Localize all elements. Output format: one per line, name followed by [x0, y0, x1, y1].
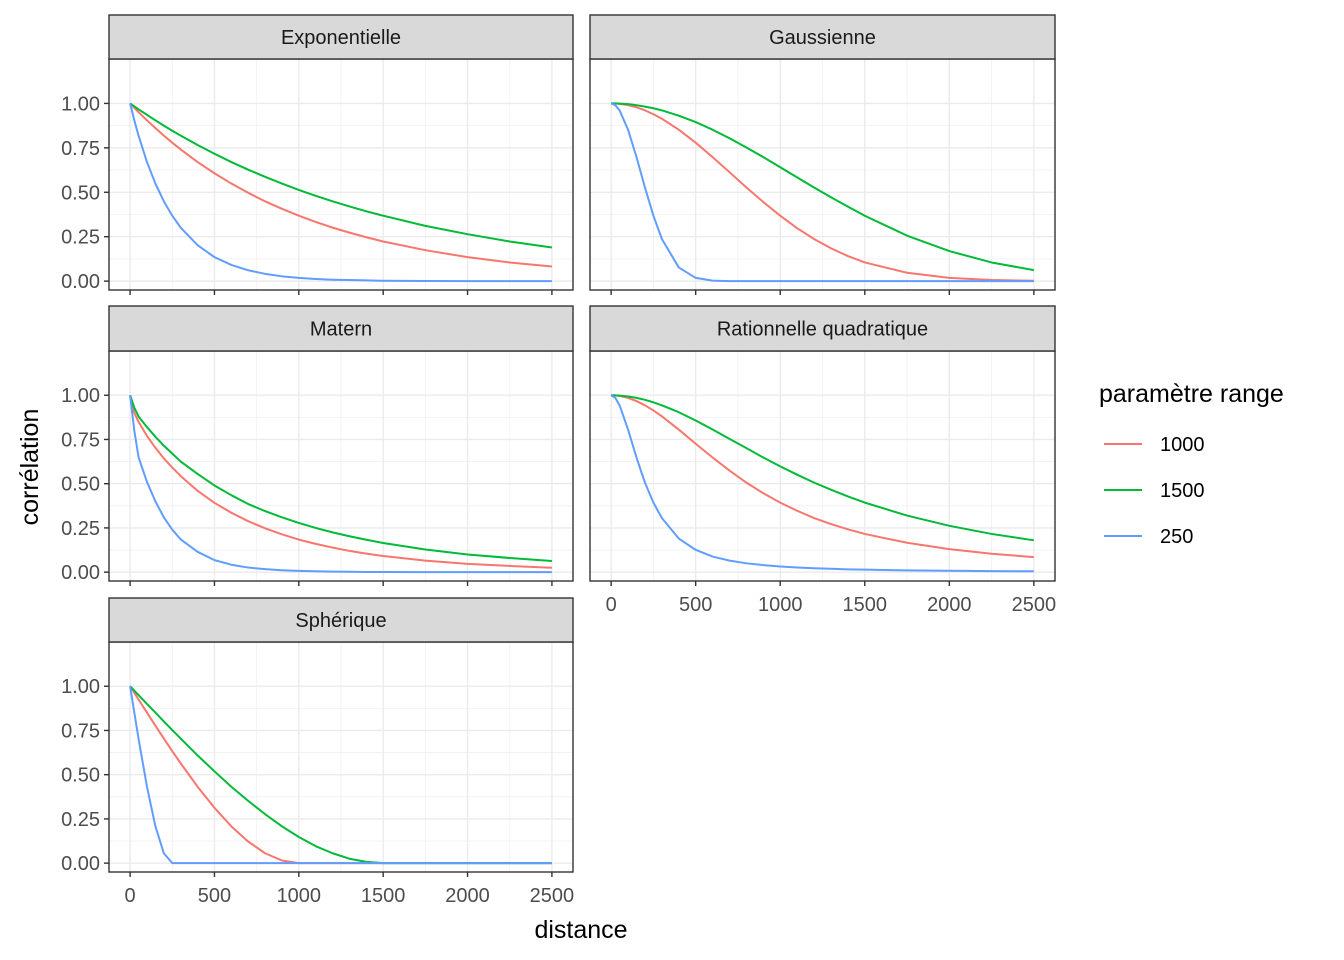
series-line-matern-1500: [129, 394, 552, 563]
x-tick-label: 2000: [927, 594, 972, 616]
y-tick-label: 0.25: [61, 809, 100, 831]
y-tick-label: 0.25: [61, 518, 100, 540]
legend-entry-250: 250: [1104, 526, 1193, 548]
series-line-rationnelle-quadratique-1000: [611, 394, 1034, 559]
legend-entry-label: 250: [1160, 526, 1193, 548]
major-gridlines: [590, 351, 1055, 581]
facet-gaussienne: Gaussienne: [589, 14, 1056, 295]
x-tick-label: 0: [606, 594, 617, 616]
x-tick-label: 1000: [277, 885, 322, 907]
facet-rationnelle-quadratique: Rationnelle quadratique 0 500 1000 1500 2000 2…: [589, 305, 1057, 616]
major-gridlines: [109, 59, 573, 290]
major-gridlines: [109, 642, 573, 872]
series-line-rationnelle-quadratique-250: [610, 394, 1034, 573]
x-tick-label: 1000: [758, 594, 803, 616]
facet-strip-label: Sphérique: [295, 610, 386, 632]
y-tick-label: 1.00: [61, 385, 100, 407]
facet-strip-label: Gaussienne: [769, 27, 876, 49]
x-tick-label: 2500: [530, 885, 575, 907]
legend-title: paramètre range: [1099, 380, 1284, 408]
facet-strip-label: Matern: [310, 319, 372, 341]
y-tick-label: 0.00: [61, 271, 100, 293]
facet-strip: [108, 305, 574, 352]
x-tick-label: 0: [125, 885, 136, 907]
minor-gridlines: [590, 351, 1055, 581]
legend: paramètre range 1000 1500 250: [1099, 380, 1284, 548]
series-line-gaussienne-250: [610, 102, 1034, 283]
y-tick-label: 0.25: [61, 227, 100, 249]
facet-strip: [108, 14, 574, 60]
x-tick-label: 2000: [445, 885, 490, 907]
minor-gridlines: [590, 59, 1055, 290]
series-line-exponentielle-1500: [129, 102, 553, 249]
series-line-spherique-250: [129, 686, 552, 865]
y-tick-label: 0.50: [61, 182, 100, 204]
facet-exponentielle: Exponentielle 0.00 0.25 0.50 0.75 1.00: [61, 14, 574, 295]
facet-strip-label: Exponentielle: [281, 27, 401, 49]
facet-strip: [589, 14, 1056, 60]
y-tick-label: 0.00: [61, 853, 100, 875]
x-tick-label: 500: [198, 885, 231, 907]
y-tick-label: 0.75: [61, 429, 100, 451]
legend-entry-label: 1500: [1160, 480, 1205, 502]
series-line-matern-250: [129, 395, 552, 574]
y-tick-label: 0.75: [61, 720, 100, 742]
y-tick-label: 0.50: [61, 765, 100, 787]
minor-gridlines: [109, 642, 573, 872]
series-line-exponentielle-250: [129, 103, 552, 283]
legend-entry-1000: 1000: [1104, 434, 1205, 456]
series-line-exponentielle-1000: [129, 102, 553, 268]
legend-entry-1500: 1500: [1104, 480, 1205, 502]
series-line-matern-1000: [129, 394, 552, 569]
y-tick-label: 0.75: [61, 138, 100, 160]
x-axis-title: distance: [534, 916, 627, 944]
facet-spherique: Sphérique 0.00 0.25 0.50 0.75 1.00 0 500 1000 150…: [61, 597, 575, 907]
facet-strip-label: Rationnelle quadratique: [717, 319, 928, 341]
facet-strip: [589, 305, 1056, 352]
y-tick-label: 1.00: [61, 93, 100, 115]
series-line-rationnelle-quadratique-1500: [611, 394, 1035, 542]
x-tick-label: 2500: [1012, 594, 1057, 616]
y-tick-label: 1.00: [61, 676, 100, 698]
y-tick-label: 0.00: [61, 562, 100, 584]
x-tick-label: 1500: [843, 594, 888, 616]
legend-entry-label: 1000: [1160, 434, 1205, 456]
y-axis-title: corrélation: [16, 409, 44, 526]
series-line-gaussienne-1000: [611, 102, 1034, 282]
facet-matern: Matern 0.00 0.25 0.50 0.75 1.00: [61, 305, 574, 586]
x-tick-label: 500: [679, 594, 712, 616]
x-tick-label: 1500: [361, 885, 406, 907]
facet-panels: Exponentielle 0.00 0.25 0.50 0.75 1.00 Gaussie…: [61, 14, 1057, 907]
facet-strip: [108, 597, 574, 643]
minor-gridlines: [109, 59, 573, 290]
series-line-gaussienne-1500: [611, 102, 1035, 272]
y-tick-label: 0.50: [61, 474, 100, 496]
